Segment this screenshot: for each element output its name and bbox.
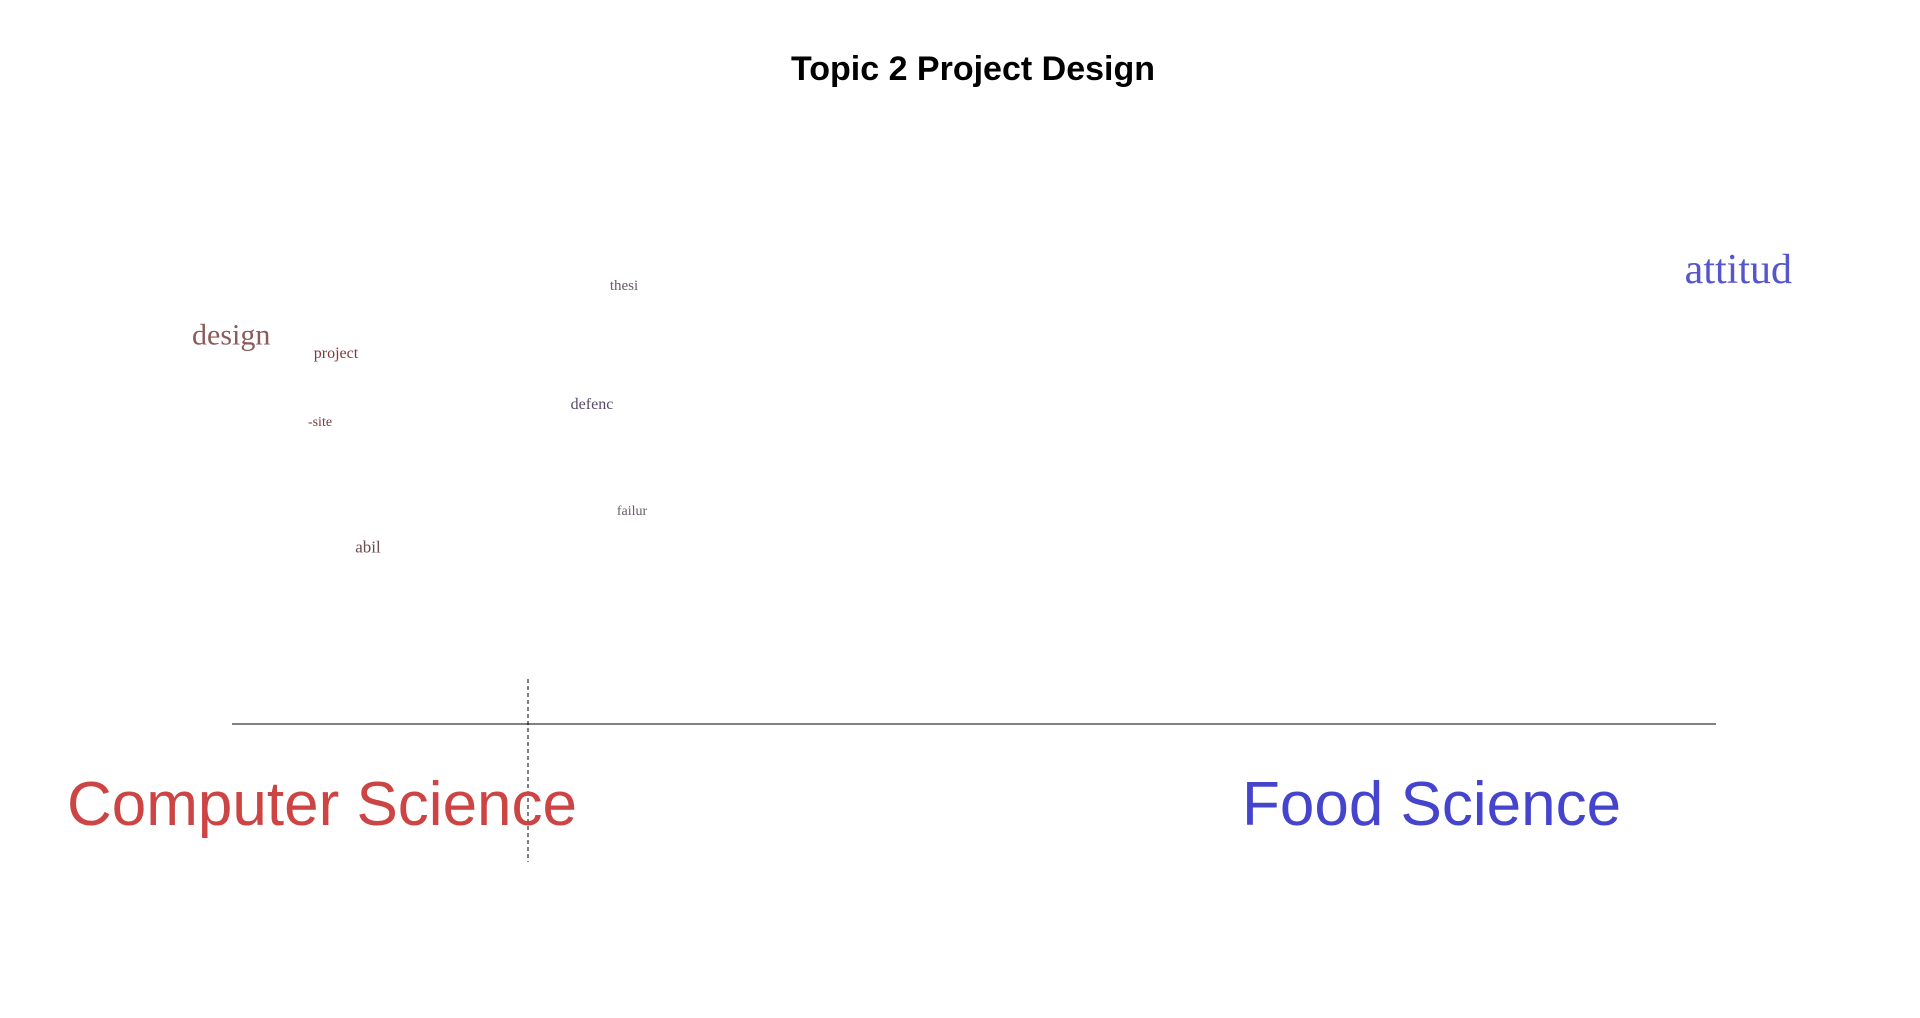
word-mark-thesi: thesi — [610, 278, 638, 294]
group-label-computer-science: Computer Science — [67, 770, 577, 839]
word-mark-defenc: defenc — [571, 396, 614, 413]
word-marks: design thesi project defenc -site failur abil a… — [192, 247, 1792, 556]
word-mark-attitud: attitud — [1685, 247, 1792, 293]
chart-title: Topic 2 Project Design — [791, 50, 1155, 88]
word-mark-project: project — [314, 345, 359, 362]
word-mark-failur: failur — [617, 504, 648, 519]
group-label-food-science: Food Science — [1242, 770, 1621, 839]
word-mark-abil: abil — [355, 537, 381, 556]
word-mark-design: design — [192, 318, 270, 351]
word-mark-site: -site — [308, 415, 332, 430]
